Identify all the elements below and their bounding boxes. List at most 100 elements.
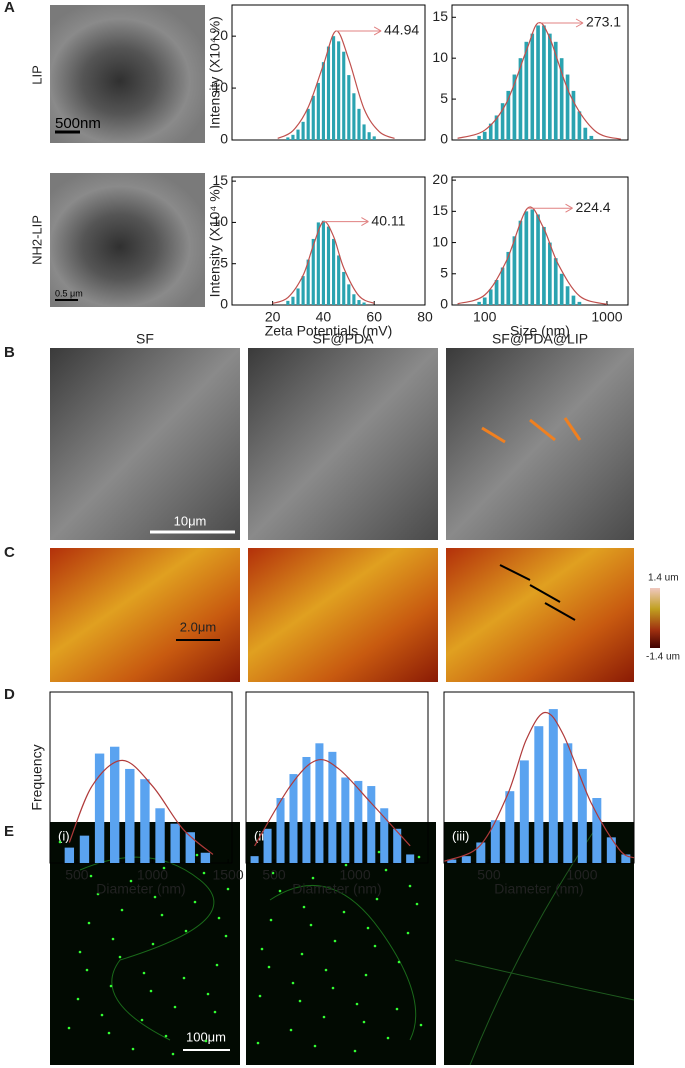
row-label: NH2-LIP [29, 215, 44, 265]
fluorescent-dot [373, 944, 377, 948]
fluorescent-dot [215, 963, 219, 967]
panel-b: SF SF@PDA SF@PDA@LIP 10μm [50, 331, 634, 540]
bar [592, 798, 602, 863]
y-tick-label: 5 [440, 90, 448, 106]
bar [553, 41, 558, 141]
bar [315, 743, 324, 863]
afm-image [50, 548, 240, 682]
fluorescent-dot [417, 855, 421, 859]
bar [316, 82, 320, 140]
bar [286, 300, 290, 305]
bar [328, 751, 337, 863]
fluorescent-dot [386, 1036, 390, 1040]
bar [250, 856, 259, 863]
fluorescent-dot [118, 955, 122, 959]
bar [494, 115, 499, 140]
y-tick-label: 15 [212, 172, 228, 188]
x-tick-label: 1000 [137, 867, 168, 883]
bar [125, 768, 135, 863]
fluorescent-dot [204, 1039, 208, 1043]
bar [536, 25, 540, 141]
scale-text: 10μm [174, 513, 207, 528]
bar [571, 295, 576, 305]
bar [577, 301, 582, 305]
fit-curve [444, 711, 635, 862]
fluorescent-dot [298, 999, 302, 1003]
bar [291, 134, 295, 140]
panel-title: SF@PDA@LIP [492, 331, 588, 347]
bar [337, 41, 341, 140]
x-tick-label: 500 [262, 867, 286, 883]
fluorescent-dot [269, 918, 273, 922]
fluorescent-dot [184, 929, 188, 933]
fluorescent-dot [331, 986, 335, 990]
y-tick-label: 10 [212, 213, 228, 229]
y-tick-label: 5 [220, 254, 228, 270]
fluorescent-dot [353, 1049, 357, 1053]
x-axis-label: Diameter (nm) [494, 881, 583, 897]
fit-curve [277, 30, 395, 140]
bar [542, 226, 546, 305]
x-tick-label: 40 [316, 309, 332, 325]
fluorescent-dot [129, 879, 133, 883]
x-axis-label: Diameter (nm) [96, 881, 185, 897]
x-tick-label: 100 [473, 309, 497, 325]
fluorescent-dot [364, 973, 368, 977]
bar [347, 284, 351, 305]
fluorescent-dot [300, 952, 304, 956]
fluorescent-dot [377, 850, 381, 854]
fluorescent-dot [89, 874, 93, 878]
fluorescent-dot [111, 937, 115, 941]
bar [354, 780, 363, 863]
bar [577, 111, 582, 140]
bar [589, 135, 594, 140]
fluorescent-dot [406, 931, 410, 935]
fluorescent-dot [362, 1020, 366, 1024]
image-label: (i) [58, 828, 70, 843]
fluorescent-dot [85, 968, 89, 972]
fluorescent-dot [395, 1007, 399, 1011]
afm-image [446, 548, 634, 682]
fluorescent-dot [67, 1026, 71, 1030]
bar [170, 823, 180, 863]
bar [577, 768, 587, 863]
bar [476, 842, 486, 863]
bar [447, 859, 457, 863]
bar [494, 280, 499, 305]
fluorescent-dot [213, 1010, 217, 1014]
bar [347, 75, 351, 140]
fluorescent-dot [107, 1031, 111, 1035]
bar [621, 854, 631, 863]
x-tick-label: 500 [477, 867, 501, 883]
bar [110, 746, 120, 863]
bar [559, 58, 564, 140]
fluorescent-dot [309, 923, 313, 927]
fluorescent-dot [375, 897, 379, 901]
bar [155, 808, 165, 863]
fit-curve [272, 220, 375, 304]
x-axis-label: Zeta Potentials (mV) [265, 323, 393, 339]
y-tick-label: 0 [440, 131, 448, 147]
y-tick-label: 15 [432, 8, 448, 24]
bar [362, 124, 366, 140]
bar [341, 777, 350, 863]
annotation: 44.94 [384, 22, 419, 38]
bar [518, 58, 523, 140]
scale-text: 2.0μm [180, 619, 216, 634]
y-axis-label: Frequency [29, 744, 45, 810]
tem-image [50, 5, 205, 143]
x-tick-label: 20 [265, 309, 281, 325]
fluorescent-dot [313, 1044, 317, 1048]
bar [316, 222, 320, 305]
fluorescent-dot [415, 902, 419, 906]
fluorescent-dot [153, 895, 157, 899]
bar [548, 709, 558, 863]
bar [357, 108, 361, 140]
x-tick-label: 1500 [212, 867, 243, 883]
colorbar [650, 588, 660, 648]
fluorescent-dot [58, 840, 62, 844]
plot-frame [451, 176, 629, 306]
bar [571, 90, 576, 140]
fluorescent-dot [342, 910, 346, 914]
panel-label: B [4, 344, 15, 361]
